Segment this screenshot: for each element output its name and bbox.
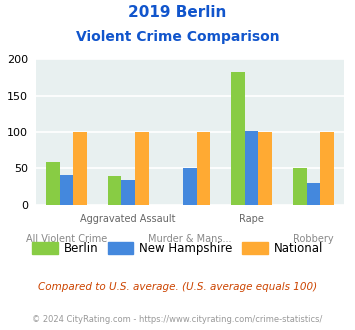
Bar [245,131,258,205]
Bar [135,132,148,205]
Text: 2019 Berlin: 2019 Berlin [128,5,227,20]
Bar [46,162,60,205]
Bar [121,180,135,205]
Text: Violent Crime Comparison: Violent Crime Comparison [76,30,279,44]
Bar [307,183,320,205]
Bar [73,132,87,205]
Text: All Violent Crime: All Violent Crime [26,234,107,244]
Text: © 2024 CityRating.com - https://www.cityrating.com/crime-statistics/: © 2024 CityRating.com - https://www.city… [32,315,323,324]
Bar [320,132,334,205]
Bar [293,168,307,205]
Bar [231,72,245,205]
Text: Aggravated Assault: Aggravated Assault [80,214,176,224]
Text: Rape: Rape [239,214,264,224]
Text: Compared to U.S. average. (U.S. average equals 100): Compared to U.S. average. (U.S. average … [38,282,317,292]
Bar [60,175,73,205]
Text: Murder & Mans...: Murder & Mans... [148,234,232,244]
Bar [197,132,210,205]
Legend: Berlin, New Hampshire, National: Berlin, New Hampshire, National [27,237,328,260]
Bar [258,132,272,205]
Bar [183,168,197,205]
Text: Robbery: Robbery [293,234,334,244]
Bar [108,176,121,205]
